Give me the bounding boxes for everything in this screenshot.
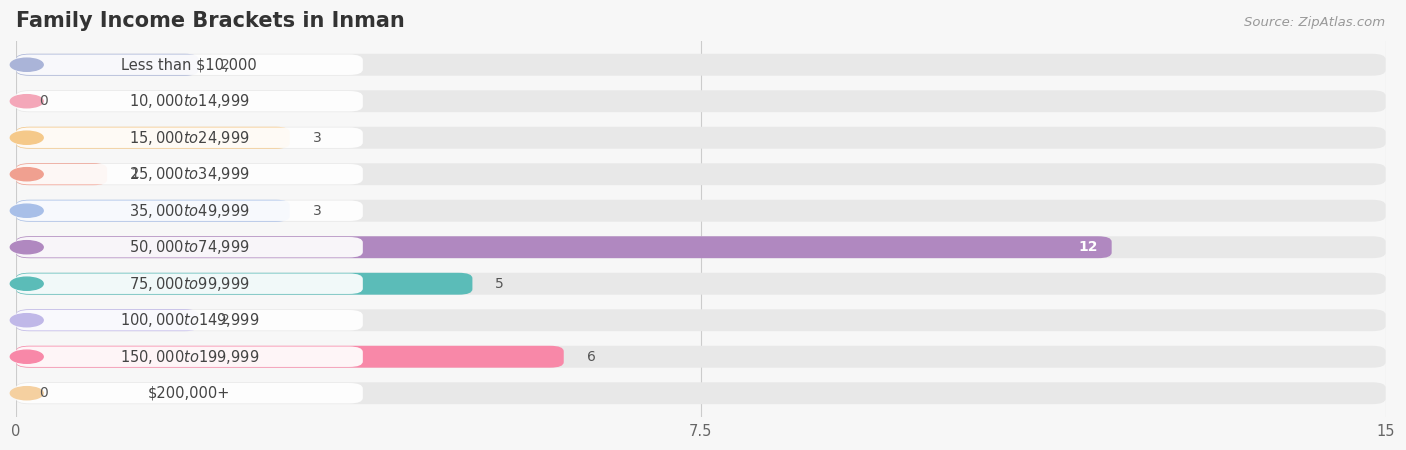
FancyBboxPatch shape bbox=[15, 127, 363, 148]
FancyBboxPatch shape bbox=[15, 200, 1386, 222]
FancyBboxPatch shape bbox=[15, 54, 1386, 76]
Text: $200,000+: $200,000+ bbox=[148, 386, 231, 400]
FancyBboxPatch shape bbox=[15, 200, 290, 222]
FancyBboxPatch shape bbox=[15, 346, 564, 368]
FancyBboxPatch shape bbox=[15, 346, 363, 367]
Text: 2: 2 bbox=[221, 58, 231, 72]
FancyBboxPatch shape bbox=[15, 201, 363, 221]
FancyBboxPatch shape bbox=[15, 127, 1386, 148]
FancyBboxPatch shape bbox=[15, 236, 1386, 258]
Text: $15,000 to $24,999: $15,000 to $24,999 bbox=[129, 129, 250, 147]
Circle shape bbox=[10, 314, 44, 327]
FancyBboxPatch shape bbox=[15, 237, 363, 257]
FancyBboxPatch shape bbox=[15, 310, 363, 330]
FancyBboxPatch shape bbox=[15, 90, 1386, 112]
Circle shape bbox=[10, 241, 44, 254]
Text: $25,000 to $34,999: $25,000 to $34,999 bbox=[129, 165, 250, 183]
Text: 3: 3 bbox=[312, 204, 322, 218]
FancyBboxPatch shape bbox=[15, 54, 198, 76]
Text: $100,000 to $149,999: $100,000 to $149,999 bbox=[120, 311, 259, 329]
Text: $75,000 to $99,999: $75,000 to $99,999 bbox=[129, 274, 250, 292]
FancyBboxPatch shape bbox=[15, 273, 1386, 295]
Circle shape bbox=[10, 387, 44, 400]
Circle shape bbox=[10, 131, 44, 144]
FancyBboxPatch shape bbox=[15, 273, 472, 295]
Circle shape bbox=[10, 277, 44, 290]
Text: Family Income Brackets in Inman: Family Income Brackets in Inman bbox=[15, 11, 405, 31]
Circle shape bbox=[10, 58, 44, 71]
Circle shape bbox=[10, 204, 44, 217]
Text: $50,000 to $74,999: $50,000 to $74,999 bbox=[129, 238, 250, 256]
FancyBboxPatch shape bbox=[15, 309, 198, 331]
Text: 5: 5 bbox=[495, 277, 503, 291]
FancyBboxPatch shape bbox=[15, 164, 363, 184]
Text: 12: 12 bbox=[1078, 240, 1098, 254]
Text: $35,000 to $49,999: $35,000 to $49,999 bbox=[129, 202, 250, 220]
FancyBboxPatch shape bbox=[15, 236, 1112, 258]
FancyBboxPatch shape bbox=[15, 91, 363, 112]
Text: 1: 1 bbox=[129, 167, 139, 181]
Text: Less than $10,000: Less than $10,000 bbox=[121, 57, 257, 72]
FancyBboxPatch shape bbox=[15, 383, 363, 404]
Circle shape bbox=[10, 168, 44, 181]
FancyBboxPatch shape bbox=[15, 54, 363, 75]
FancyBboxPatch shape bbox=[15, 163, 107, 185]
Circle shape bbox=[10, 94, 44, 108]
FancyBboxPatch shape bbox=[15, 127, 290, 148]
Text: 6: 6 bbox=[586, 350, 595, 364]
Text: 2: 2 bbox=[221, 313, 231, 327]
Text: Source: ZipAtlas.com: Source: ZipAtlas.com bbox=[1244, 16, 1385, 29]
FancyBboxPatch shape bbox=[15, 163, 1386, 185]
FancyBboxPatch shape bbox=[15, 346, 1386, 368]
Text: 0: 0 bbox=[38, 94, 48, 108]
Circle shape bbox=[10, 350, 44, 363]
FancyBboxPatch shape bbox=[15, 274, 363, 294]
Text: $150,000 to $199,999: $150,000 to $199,999 bbox=[120, 348, 259, 366]
Text: $10,000 to $14,999: $10,000 to $14,999 bbox=[129, 92, 250, 110]
FancyBboxPatch shape bbox=[15, 309, 1386, 331]
Text: 3: 3 bbox=[312, 130, 322, 145]
Text: 0: 0 bbox=[38, 386, 48, 400]
FancyBboxPatch shape bbox=[15, 382, 1386, 404]
